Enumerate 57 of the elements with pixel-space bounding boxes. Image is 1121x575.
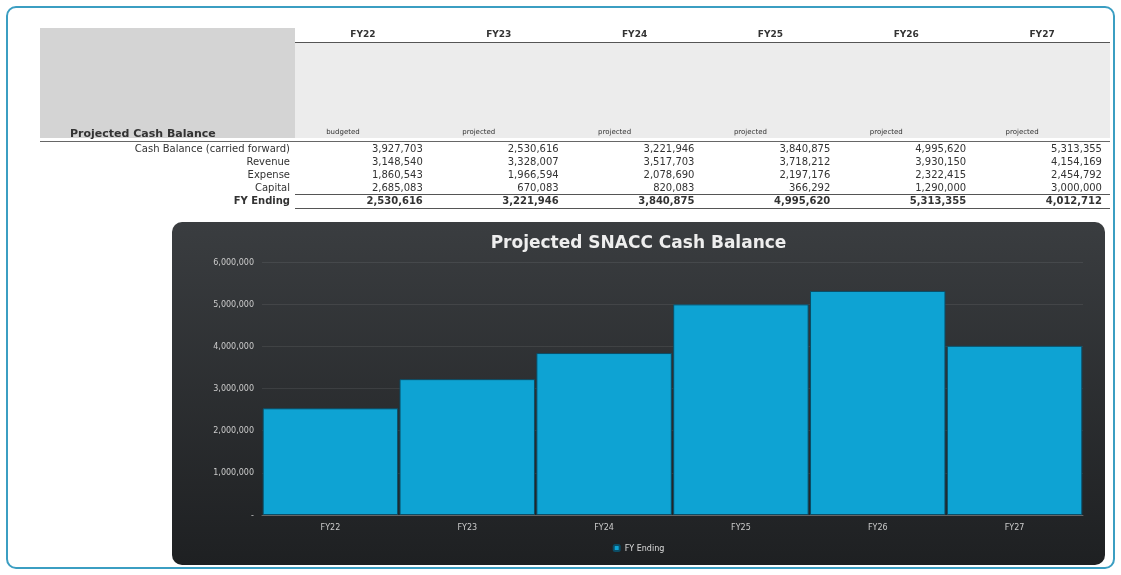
data-label: 820,083 <box>652 182 695 193</box>
data-label: 2,197,176 <box>778 169 831 180</box>
data-label: 1,860,543 <box>370 169 423 180</box>
y-tick-label: 3,000,000 <box>213 384 254 393</box>
y-tick-label: 2,000,000 <box>213 426 254 436</box>
category-label: FY26 <box>892 29 920 39</box>
text: FY Ending <box>232 195 290 206</box>
data-label: 670,083 <box>516 182 559 193</box>
data-label: 3,328,007 <box>506 156 559 167</box>
x-tick-label: FY22 <box>320 522 341 532</box>
data-label: 3,000,000 <box>1050 182 1102 193</box>
chart-title: Projected SNACC Cash Balance <box>490 231 787 252</box>
data-label: 4,154,169 <box>1050 156 1102 167</box>
category-label: FY23 <box>485 29 513 39</box>
text: Capital <box>253 182 290 193</box>
data-label: 2,530,616 <box>506 143 559 154</box>
data-label: 3,517,703 <box>642 156 695 167</box>
x-tick-label: FY24 <box>594 522 614 532</box>
data-label: 1,966,594 <box>506 169 559 180</box>
y-tick-label: 5,000,000 <box>213 299 254 309</box>
x-tick-label: FY23 <box>457 522 478 532</box>
data-label: 2,454,792 <box>1050 169 1102 180</box>
text: Expense <box>246 169 290 180</box>
category-label: FY25 <box>756 29 784 39</box>
data-label: 3,718,212 <box>778 156 831 167</box>
data-label: 5,313,355 <box>908 195 967 206</box>
text: Revenue <box>245 156 290 167</box>
data-label: 2,685,083 <box>370 182 423 193</box>
category-label: FY27 <box>1028 29 1056 39</box>
data-label: 4,012,712 <box>1044 195 1102 206</box>
data-label: 3,840,875 <box>778 143 831 154</box>
x-tick-label: FY25 <box>731 522 751 532</box>
data-label: 2,322,415 <box>914 169 967 180</box>
data-label: 366,292 <box>787 182 831 193</box>
data-label: 3,927,703 <box>370 143 423 154</box>
x-tick-label: FY27 <box>1004 522 1025 532</box>
text: Cash Balance (carried forward) <box>133 143 290 154</box>
data-label: 3,148,540 <box>370 156 423 167</box>
legend-label: FY Ending <box>624 543 665 553</box>
data-label: 5,313,355 <box>1050 143 1102 154</box>
data-label: 4,995,620 <box>914 143 967 154</box>
data-label: 1,290,000 <box>914 182 967 193</box>
category-label: FY22 <box>349 29 377 39</box>
y-tick-label: 6,000,000 <box>213 257 254 267</box>
data-label: 2,530,616 <box>365 195 423 206</box>
y-tick-label: 1,000,000 <box>213 468 254 478</box>
data-label: 3,930,150 <box>914 156 967 167</box>
data-label: 4,995,620 <box>773 195 831 206</box>
data-label: 2,078,690 <box>642 169 695 180</box>
text: Projected Cash Balance <box>70 127 216 140</box>
category-label: FY24 <box>620 29 649 39</box>
data-label: 3,840,875 <box>637 195 695 206</box>
y-tick-label: 4,000,000 <box>213 341 254 351</box>
y-tick-label: - <box>251 510 255 520</box>
data-label: 3,221,946 <box>501 195 559 206</box>
data-label: 3,221,946 <box>642 143 695 154</box>
x-tick-label: FY26 <box>867 522 888 532</box>
